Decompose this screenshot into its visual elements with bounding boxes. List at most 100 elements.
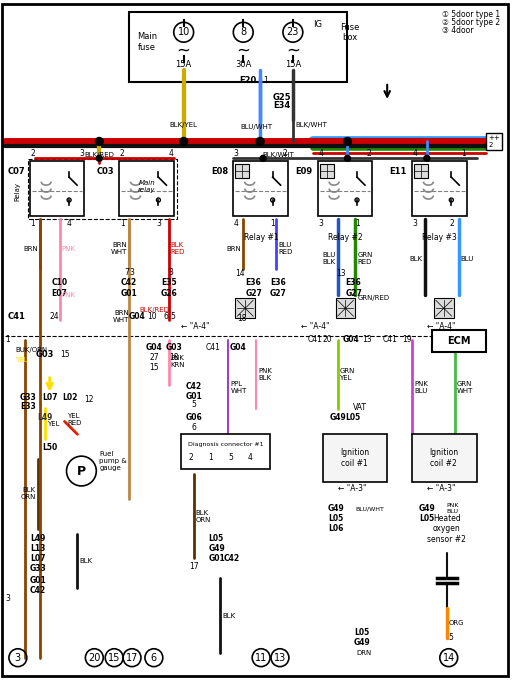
Text: PNK
KRN: PNK KRN [171,356,185,369]
Text: PNK
BLU: PNK BLU [414,381,428,394]
Text: Relay #3: Relay #3 [423,233,457,242]
Text: E08: E08 [211,167,228,175]
Bar [235,299,255,318]
Text: Relay #1: Relay #1 [244,233,279,242]
Text: L05: L05 [419,514,434,523]
Bar [233,161,288,216]
Text: G01: G01 [29,576,46,585]
Text: PNK: PNK [62,245,76,252]
Text: 1: 1 [271,220,276,228]
Text: IG: IG [313,20,322,29]
Text: 2: 2 [283,149,287,158]
Text: 3: 3 [6,594,10,602]
Text: E36
G27: E36 G27 [345,278,362,298]
Text: BLK
ORN: BLK ORN [21,488,36,500]
Text: 4: 4 [248,453,252,462]
Text: PNK: PNK [62,292,76,299]
Text: BUK/ORN: BUK/ORN [15,347,47,353]
Text: G03: G03 [35,350,54,360]
Bar [129,12,347,82]
Text: VAT: VAT [353,403,366,412]
Text: 4: 4 [413,149,417,158]
Text: GRN
RED: GRN RED [357,252,373,265]
Text: C03: C03 [97,167,114,175]
Text: BRN: BRN [23,245,38,252]
Text: E33: E33 [20,402,35,411]
Text: 15A: 15A [285,60,301,69]
Text: GRN/RED: GRN/RED [357,295,390,301]
Circle shape [424,155,430,161]
Text: ① 5door type 1: ① 5door type 1 [442,10,500,20]
Text: 1: 1 [5,335,10,345]
Text: E20: E20 [239,76,256,86]
Bar [336,299,355,318]
Bar [235,165,249,178]
Text: L49: L49 [37,413,52,422]
Text: 3: 3 [318,220,323,228]
Text: G33: G33 [29,564,46,573]
Text: 23: 23 [287,27,299,37]
Text: L05: L05 [328,514,343,523]
Text: L06: L06 [328,524,343,533]
Text: BLK/YEL: BLK/YEL [170,122,198,128]
Text: 18: 18 [237,313,246,322]
Text: GRN
YEL: GRN YEL [340,369,355,381]
Text: 17: 17 [126,653,138,663]
Text: G04: G04 [342,335,359,345]
Text: 3: 3 [15,653,21,663]
Text: ~: ~ [236,41,250,59]
Text: Heated
oxygen
sensor #2: Heated oxygen sensor #2 [427,513,466,543]
Text: 17: 17 [189,562,198,571]
Text: 1: 1 [263,76,268,86]
Text: ~: ~ [286,41,300,59]
Text: 6: 6 [191,423,196,432]
Text: BLU
RED: BLU RED [278,242,292,255]
Text: 27: 27 [149,354,159,362]
Circle shape [95,137,103,146]
Bar [119,161,174,216]
Text: BLK: BLK [223,613,235,619]
Text: BLK: BLK [410,256,423,262]
Text: Main
fuse: Main fuse [137,33,157,52]
Text: 20: 20 [88,653,101,663]
Text: Main
relay: Main relay [138,180,156,192]
Text: L05: L05 [355,628,370,637]
Text: 15A: 15A [176,60,192,69]
Text: 12: 12 [85,395,94,404]
Text: ++
2: ++ 2 [488,135,500,148]
Bar [181,435,270,469]
Text: L49: L49 [30,534,45,543]
Text: 5: 5 [228,453,233,462]
Text: 2: 2 [449,220,454,228]
Text: 10: 10 [147,311,157,321]
Text: 2: 2 [120,149,124,158]
Text: Diagnosis connector #1: Diagnosis connector #1 [188,442,263,447]
Text: 3: 3 [79,149,84,158]
Text: C41: C41 [308,335,323,345]
Text: ~: ~ [177,41,191,59]
Text: 19: 19 [402,335,412,345]
Text: Relay: Relay [15,182,21,201]
Text: C42
G01: C42 G01 [121,278,137,298]
Text: ② 5door type 2: ② 5door type 2 [442,18,500,27]
Text: 3: 3 [413,220,417,228]
Bar [414,165,428,178]
Text: G03: G03 [166,343,182,352]
Text: Relay #2: Relay #2 [328,233,363,242]
Text: BLK/WHT: BLK/WHT [262,152,294,158]
Text: E09: E09 [296,167,313,175]
Text: BLU/WHT: BLU/WHT [240,124,272,130]
Text: PNK
BLK: PNK BLK [258,369,272,381]
Text: BRN: BRN [227,245,241,252]
Text: DRN: DRN [357,649,372,656]
Text: G49: G49 [418,505,435,513]
Text: 4: 4 [234,220,238,228]
Text: 5: 5 [171,311,176,321]
Text: 6: 6 [151,653,157,663]
Text: 4: 4 [168,149,173,158]
Text: L02: L02 [62,393,77,402]
Text: P: P [77,464,86,477]
Text: 15: 15 [149,363,159,372]
Text: G04: G04 [230,343,247,352]
Text: BLU: BLU [461,256,474,262]
